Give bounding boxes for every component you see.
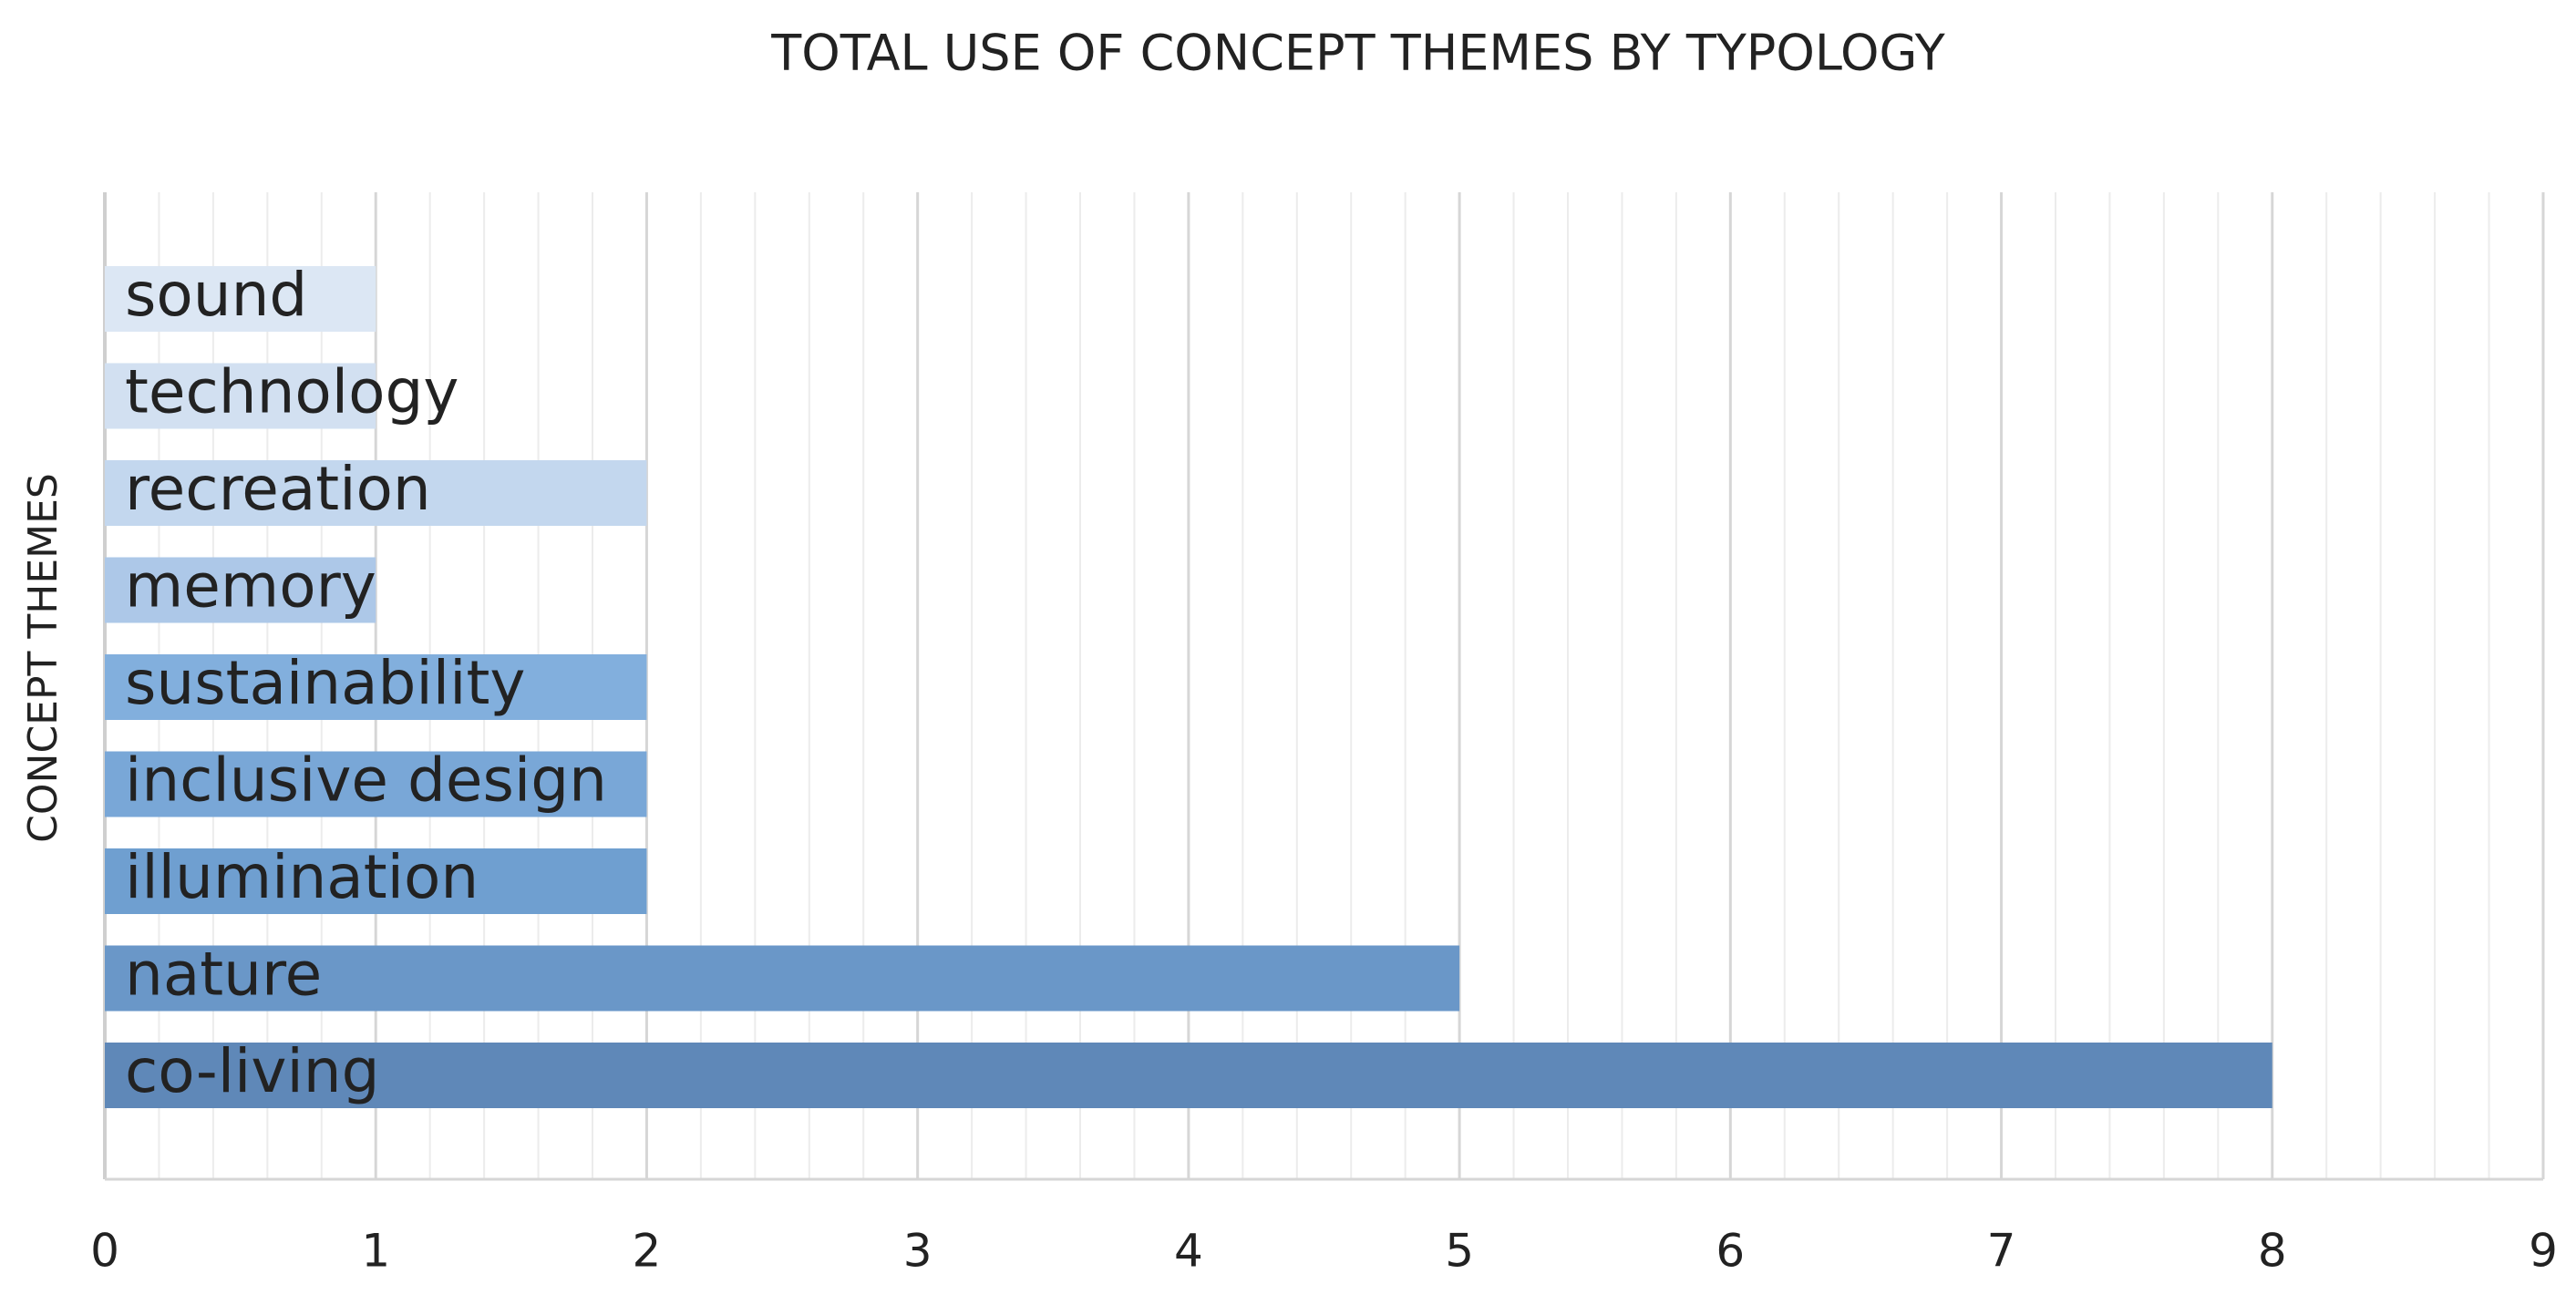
bar [105,751,647,817]
x-tick-label: 2 [633,1225,662,1278]
x-tick-label: 4 [1174,1225,1203,1278]
bar [105,945,1460,1012]
bar [105,848,647,914]
bar-label: recreation [125,454,431,524]
x-tick-label: 9 [2529,1225,2558,1278]
x-tick-label: 6 [1716,1225,1745,1278]
chart-title: TOTAL USE OF CONCEPT THEMES BY TYPOLOGY [770,25,1945,82]
bar [105,1043,2272,1108]
bar-label: nature [125,940,322,1010]
bar-label: sustainability [125,648,525,718]
x-tick-label: 3 [903,1225,933,1278]
x-tick-label: 7 [1987,1225,2016,1278]
bars [105,266,2272,1108]
bar-label: inclusive design [125,745,607,816]
bar [105,266,376,332]
x-tick-label: 5 [1445,1225,1474,1278]
grid: 0 1 2 3 4 5 6 7 8 9 [90,192,2558,1278]
x-tick-label: 8 [2258,1225,2287,1278]
bar [105,557,376,623]
x-tick-label: 1 [361,1225,390,1278]
bar-label: technology [125,357,459,427]
bar [105,363,376,429]
bar [105,460,647,526]
bar-label: memory [125,551,376,622]
bar-label: illumination [125,842,479,912]
bar-label: co-living [125,1036,380,1106]
y-axis-label: CONCEPT THEMES [20,473,67,843]
bar [105,654,647,720]
x-tick-label: 0 [90,1225,119,1278]
labels: sound technology recreation memory sustainab… [125,260,607,1106]
bar-label: sound [125,260,307,330]
